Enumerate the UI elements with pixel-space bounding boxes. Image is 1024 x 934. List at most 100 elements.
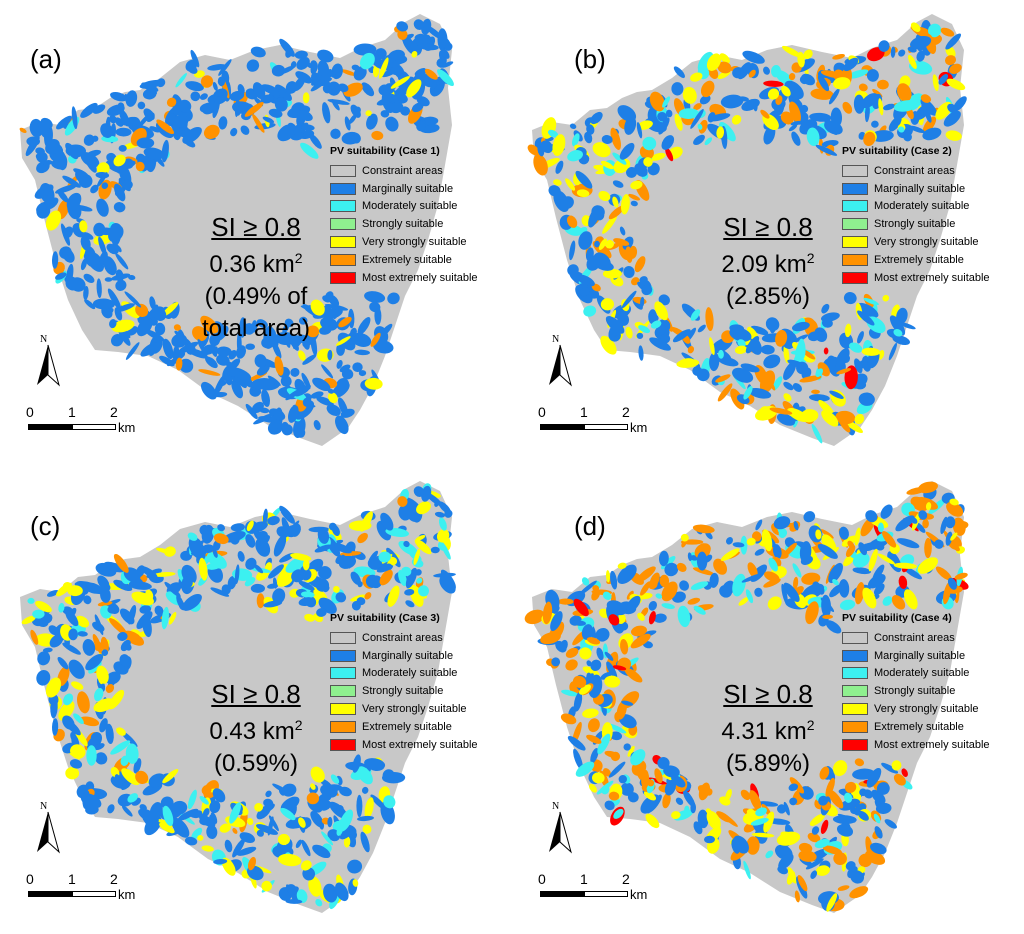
suitability-patch-blue bbox=[627, 792, 639, 803]
suitability-patch-blue bbox=[648, 600, 657, 611]
suitability-patch-yellow bbox=[588, 783, 598, 793]
suitability-patch-blue bbox=[209, 800, 221, 814]
suitability-patch-yellow bbox=[809, 813, 825, 826]
suitability-patch-orange bbox=[891, 595, 906, 610]
suitability-patch-yellow bbox=[565, 178, 576, 191]
suitability-patch-orange bbox=[760, 109, 770, 119]
suitability-patch-orange bbox=[113, 553, 129, 573]
suitability-patch-red bbox=[901, 768, 908, 777]
suitability-patch-yellow bbox=[643, 790, 657, 801]
suitability-patch-blue bbox=[604, 800, 615, 811]
suitability-patch-blue bbox=[795, 99, 803, 107]
legend: PV suitability (Case 1) Constraint areas… bbox=[330, 145, 510, 287]
suitability-patch-cyan bbox=[359, 52, 375, 70]
suitability-patch-blue bbox=[673, 66, 685, 79]
legend-item: Marginally suitable bbox=[330, 647, 510, 665]
suitability-patch-yellow bbox=[786, 871, 796, 885]
suitability-patch-blue bbox=[108, 225, 124, 243]
suitability-patch-yellow bbox=[197, 834, 204, 841]
suitability-patch-blue bbox=[182, 593, 202, 611]
suitability-patch-blue bbox=[594, 240, 600, 248]
suitability-patch-blue bbox=[947, 103, 957, 113]
legend-swatch bbox=[330, 649, 356, 662]
suitable-area: 0.36 km2 bbox=[186, 242, 326, 281]
suitability-patch-blue bbox=[351, 64, 360, 71]
suitability-patch-orange bbox=[836, 368, 852, 375]
legend-item: Most extremely suitable bbox=[330, 736, 510, 754]
suitability-patch-blue bbox=[329, 71, 336, 78]
legend-item: Extremely suitable bbox=[842, 251, 1022, 269]
suitability-patch-cyan bbox=[690, 309, 701, 321]
suitability-patch-orange bbox=[613, 238, 630, 246]
suitability-patch-blue bbox=[741, 98, 760, 111]
suitability-patch-blue bbox=[276, 526, 290, 538]
si-threshold: SI ≥ 0.8 bbox=[723, 212, 813, 242]
suitability-patch-blue bbox=[801, 73, 815, 86]
suitability-patch-blue bbox=[317, 799, 332, 811]
suitability-patch-blue bbox=[838, 798, 861, 811]
suitability-patch-blue bbox=[83, 286, 89, 300]
suitability-patch-blue bbox=[617, 105, 637, 122]
scale-segment-black bbox=[28, 891, 72, 897]
suitability-patch-blue bbox=[298, 597, 315, 607]
legend-swatch bbox=[842, 218, 868, 231]
suitability-patch-blue bbox=[113, 579, 133, 592]
suitability-patch-yellow bbox=[364, 797, 374, 819]
suitability-patch-blue bbox=[251, 320, 258, 333]
suitability-patch-orange bbox=[769, 407, 793, 415]
suitability-patch-orange bbox=[357, 532, 368, 544]
suitability-patch-blue bbox=[65, 142, 79, 160]
suitability-patch-blue bbox=[818, 795, 829, 806]
suitability-patch-blue bbox=[302, 354, 317, 365]
suitability-patch-blue bbox=[318, 566, 332, 580]
suitability-patch-blue bbox=[256, 829, 265, 837]
suitability-patch-cyan bbox=[843, 792, 853, 803]
suitability-patch-blue bbox=[881, 762, 899, 774]
suitability-patch-yellow bbox=[844, 323, 852, 338]
suitability-patch-orange bbox=[922, 116, 937, 134]
suitability-patch-blue bbox=[95, 752, 108, 765]
scale-bar: 0 1 2 km bbox=[534, 404, 694, 444]
suitability-patch-yellow bbox=[65, 766, 80, 780]
suitability-patch-yellow bbox=[201, 845, 214, 852]
suitability-patch-blue bbox=[141, 82, 159, 93]
suitability-patch-blue bbox=[301, 335, 310, 350]
suitability-patch-yellow bbox=[602, 268, 622, 279]
suitability-patch-blue bbox=[109, 319, 117, 329]
suitability-patch-blue bbox=[279, 65, 295, 74]
suitability-patch-orange bbox=[954, 572, 968, 580]
suitability-patch-yellow bbox=[162, 768, 179, 784]
suitability-patch-orange bbox=[424, 68, 438, 80]
suitability-patch-blue bbox=[679, 580, 690, 591]
suitability-patch-blue bbox=[256, 319, 268, 329]
suitability-patch-blue bbox=[209, 333, 221, 347]
suitability-patch-blue bbox=[626, 166, 638, 178]
suitability-patch-blue bbox=[640, 296, 645, 308]
suitability-patch-red bbox=[608, 614, 620, 626]
suitability-patch-orange bbox=[692, 524, 715, 534]
suitability-patch-orange bbox=[648, 580, 658, 590]
suitability-patch-orange bbox=[364, 592, 372, 600]
suitability-patch-yellow bbox=[582, 708, 599, 719]
suitability-patch-cyan bbox=[280, 807, 296, 821]
suitability-patch-cyan bbox=[693, 605, 706, 615]
suitability-patch-blue bbox=[857, 331, 864, 344]
suitability-patch-yellow bbox=[719, 53, 730, 64]
legend-swatch bbox=[842, 703, 868, 716]
panel-d: (d) SI ≥ 0.8 4.31 km2 (5.89%) PV suitabi… bbox=[512, 467, 1024, 934]
suitability-patch-orange bbox=[953, 545, 960, 552]
suitability-patch-orange bbox=[793, 576, 799, 590]
suitability-patch-blue bbox=[866, 69, 879, 82]
suitability-patch-blue bbox=[149, 126, 161, 133]
suitability-patch-blue bbox=[69, 759, 83, 769]
suitability-patch-blue bbox=[154, 605, 164, 616]
suitability-patch-blue bbox=[921, 102, 933, 110]
suitability-patch-yellow bbox=[903, 589, 918, 610]
area-value: 2.09 km bbox=[721, 251, 807, 278]
suitability-patch-blue bbox=[396, 21, 409, 32]
suitability-patch-blue bbox=[191, 539, 205, 555]
legend-label: Very strongly suitable bbox=[362, 703, 467, 716]
suitability-patch-blue bbox=[90, 184, 99, 194]
suitability-patch-blue bbox=[255, 824, 279, 835]
suitability-patch-orange bbox=[654, 768, 663, 784]
